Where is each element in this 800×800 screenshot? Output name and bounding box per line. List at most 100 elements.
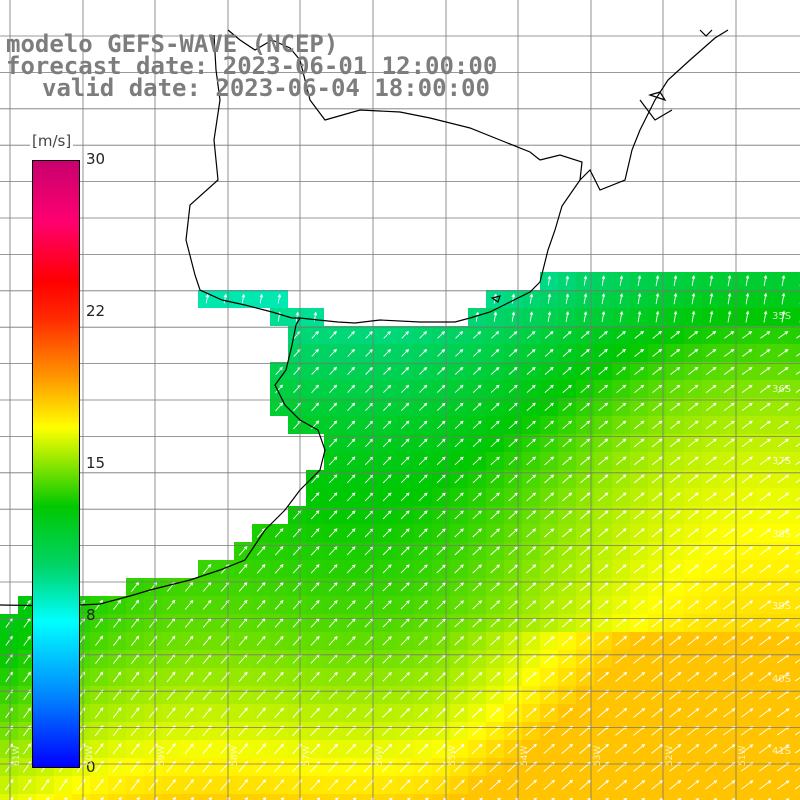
wind-arrow: [526, 528, 537, 538]
wind-arrow: [490, 438, 500, 448]
wind-arrow: [651, 474, 663, 484]
wind-arrow: [687, 780, 700, 790]
wind-arrow: [579, 671, 591, 682]
wind-arrow: [562, 438, 573, 448]
wind-arrow: [652, 402, 663, 412]
wind-arrow: [418, 564, 428, 574]
wind-arrow: [633, 474, 645, 484]
wind-arrow: [759, 492, 772, 502]
wind-arrow: [705, 744, 718, 754]
wind-arrow: [472, 402, 482, 411]
wind-arrow: [400, 564, 410, 574]
wind-arrow: [508, 600, 519, 610]
wind-arrow: [669, 438, 681, 448]
wind-arrow: [454, 474, 464, 484]
wind-cell: [450, 794, 468, 800]
wind-arrow: [777, 366, 789, 375]
lon-label: 55W: [448, 745, 458, 766]
lat-label: 39S: [772, 601, 792, 612]
wind-arrow: [310, 707, 320, 718]
wind-arrow: [687, 564, 700, 574]
wind-arrow: [597, 779, 610, 790]
wind-arrow: [529, 311, 534, 322]
wind-arrow: [794, 785, 800, 790]
wind-arrow: [547, 293, 552, 304]
wind-arrow: [347, 420, 356, 430]
wind-cell: [792, 344, 800, 362]
wind-arrow: [579, 528, 591, 538]
wind-arrow: [741, 420, 753, 430]
wind-arrow: [274, 564, 284, 574]
wind-arrow: [615, 600, 627, 610]
wind-arrow: [723, 564, 736, 574]
wind-arrow: [741, 456, 753, 466]
wind-arrow: [544, 510, 555, 520]
colorbar-tick-22: 22: [86, 302, 106, 320]
wind-arrow: [777, 600, 790, 610]
wind-arrow: [508, 402, 518, 412]
wind-arrow: [709, 310, 714, 323]
wind-arrow: [651, 546, 663, 556]
wind-arrow: [454, 402, 464, 411]
wind-cell: [540, 794, 558, 800]
wind-arrow: [346, 456, 356, 466]
wind-arrow: [723, 456, 735, 466]
wind-arrow: [473, 348, 482, 357]
wind-arrow: [723, 546, 736, 556]
wind-arrow: [490, 600, 501, 610]
wind-arrow: [508, 510, 519, 520]
wind-arrow: [471, 672, 483, 682]
wind-arrow: [759, 708, 772, 718]
wind-arrow: [776, 726, 790, 736]
wind-arrow: [669, 564, 681, 574]
wind-cell: [234, 794, 252, 800]
wind-arrow: [794, 731, 800, 736]
wind-arrow: [490, 528, 500, 538]
wind-arrow: [723, 636, 736, 646]
wind-arrow: [202, 707, 212, 719]
wind-cell: [792, 308, 800, 326]
wind-arrow: [562, 528, 573, 538]
wind-arrow: [637, 275, 642, 286]
wind-arrow: [580, 456, 591, 466]
wind-arrow: [472, 528, 483, 538]
wind-arrow: [687, 708, 700, 718]
wind-arrow: [256, 599, 266, 610]
wind-arrow: [669, 474, 681, 484]
wind-arrow: [669, 600, 682, 610]
wind-arrow: [310, 474, 320, 484]
wind-arrow: [453, 743, 465, 754]
colorbar-tick-15: 15: [86, 454, 106, 472]
wind-arrow: [633, 635, 646, 646]
wind-arrow: [776, 708, 790, 718]
wind-arrow: [623, 797, 628, 800]
wind-arrow: [652, 330, 663, 339]
wind-arrow: [705, 672, 718, 682]
wind-arrow: [633, 707, 646, 718]
wind-arrow: [655, 275, 660, 287]
wind-arrow: [619, 310, 624, 323]
wind-arrow: [705, 636, 718, 646]
wind-arrow: [238, 779, 249, 791]
wind-arrow: [633, 456, 645, 466]
wind-arrow: [418, 438, 428, 448]
wind-arrow: [651, 672, 664, 682]
wind-arrow: [310, 779, 321, 791]
wind-arrow: [597, 492, 609, 502]
wind-cell: [432, 794, 450, 800]
wind-arrow: [597, 707, 610, 718]
wind-arrow: [615, 528, 627, 538]
wind-cell: [504, 794, 522, 800]
wind-arrow: [256, 564, 266, 574]
wind-cell: [792, 776, 800, 794]
lon-label: 59W: [157, 745, 167, 766]
wind-arrow: [670, 366, 681, 375]
wind-arrow: [777, 618, 790, 628]
wind-arrow: [238, 635, 248, 646]
wind-arrow: [130, 671, 140, 683]
wind-arrow: [454, 636, 465, 646]
wind-arrow: [583, 311, 588, 323]
wind-arrow: [605, 797, 610, 800]
wind-arrow: [275, 366, 283, 375]
wind-arrow: [723, 744, 736, 754]
